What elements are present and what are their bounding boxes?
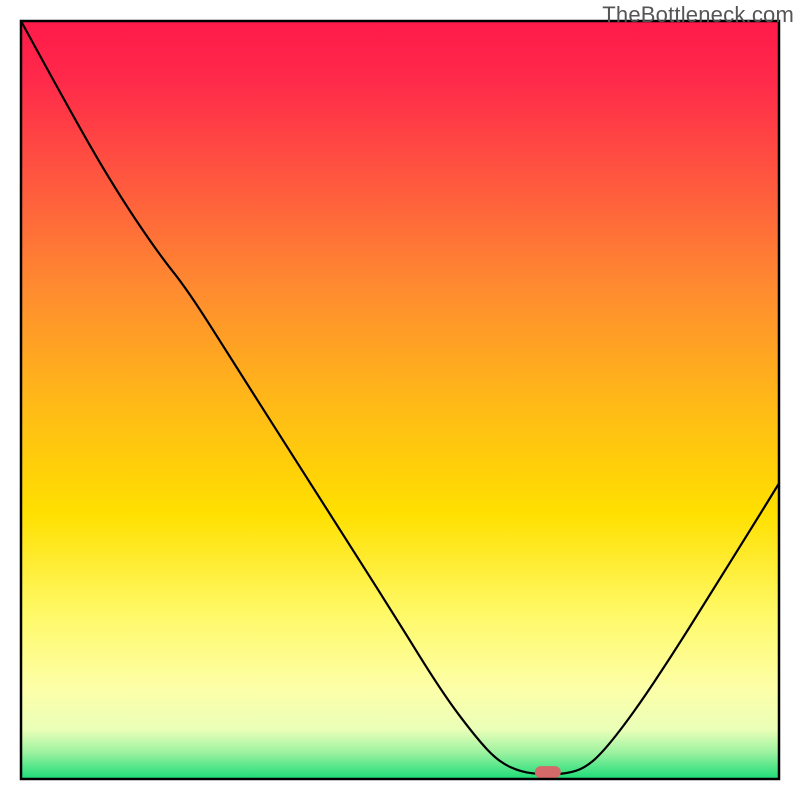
bottleneck-chart: TheBottleneck.com [0,0,800,800]
chart-svg [0,0,800,800]
optimal-marker [535,766,561,778]
watermark-text: TheBottleneck.com [602,2,794,28]
